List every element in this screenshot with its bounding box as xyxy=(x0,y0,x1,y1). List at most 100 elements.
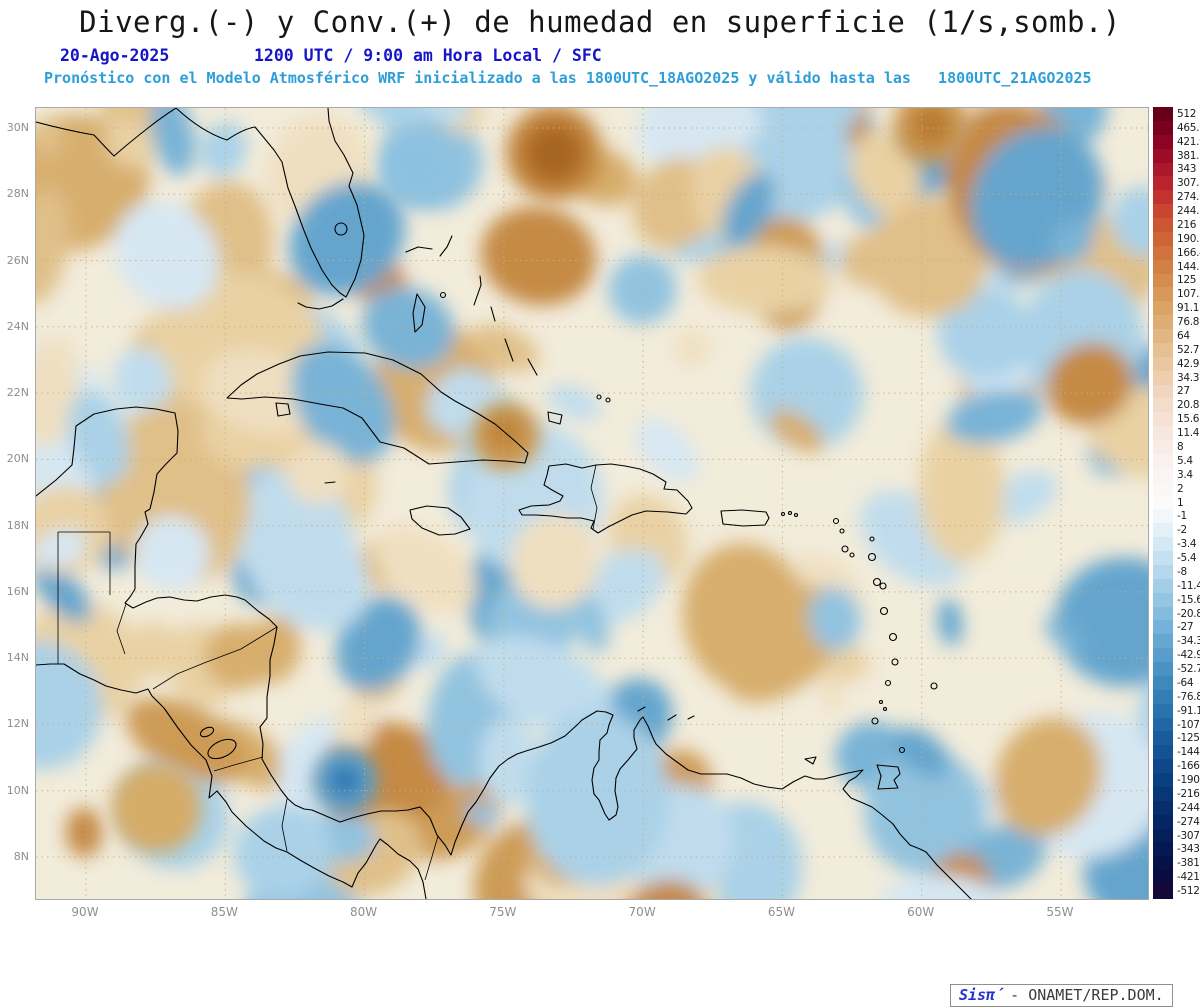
island-guadeloupe-e xyxy=(879,582,887,590)
field-blob xyxy=(289,181,405,296)
field-blob xyxy=(376,524,477,615)
lon-tick-label: 85W xyxy=(210,905,238,919)
field-blob xyxy=(1050,218,1094,265)
divergence-convergence-field xyxy=(36,108,1148,899)
island-guadeloupe-w xyxy=(872,577,882,587)
lon-tick-label: 70W xyxy=(628,905,656,919)
lat-tick-label: 10N xyxy=(6,783,29,797)
colorbar-cell xyxy=(1153,342,1173,358)
colorbar-cell xyxy=(1153,523,1173,538)
colorbar-level-label: -274 xyxy=(1177,815,1200,828)
colorbar-level-label: -2 xyxy=(1177,524,1187,537)
island-turks-1 xyxy=(596,394,602,400)
colorbar-level-label: 125 xyxy=(1177,274,1197,287)
field-blob xyxy=(36,560,91,623)
island-virgin-3 xyxy=(793,512,799,518)
colorbar-cell xyxy=(1153,759,1173,774)
colorbar-cell xyxy=(1153,273,1173,288)
colorbar-cell xyxy=(1153,287,1173,302)
colorbar-level-label: -5.4 xyxy=(1177,552,1197,564)
border-honduras-nicaragua xyxy=(152,626,278,690)
field-blob xyxy=(937,286,1033,381)
colorbar-cell xyxy=(1153,162,1173,177)
colorbar-cell xyxy=(1153,370,1173,386)
colorbar-level-label: -15.6 xyxy=(1177,593,1200,606)
coastline-florida xyxy=(175,108,365,298)
colorbar-cell xyxy=(1153,176,1173,191)
colorbar-labels: 512465.5421.9381.1343307.5274.6244.12161… xyxy=(1177,107,1200,898)
field-blob xyxy=(150,108,195,176)
field-blob xyxy=(112,347,172,415)
island-abaco xyxy=(439,235,453,257)
colorbar-cell xyxy=(1153,662,1173,677)
colorbar-level-label: -34.3 xyxy=(1177,635,1200,648)
colorbar-level-label: -64 xyxy=(1177,676,1194,689)
colorbar-level-label: -42.9 xyxy=(1177,649,1200,662)
colorbar-level-label: 465.5 xyxy=(1177,121,1200,134)
model-info-line: Pronóstico con el Modelo Atmosférico WRF… xyxy=(44,69,1092,87)
colorbar-level-label: -76.8 xyxy=(1177,690,1200,703)
colorbar-level-label: -244 xyxy=(1177,801,1200,814)
colorbar-cell xyxy=(1153,481,1173,497)
colorbar-cell xyxy=(1153,703,1173,719)
island-jamaica xyxy=(409,505,471,536)
field-blob xyxy=(1044,618,1084,655)
field-extreme xyxy=(911,108,951,146)
colorbar-level-label: 343 xyxy=(1177,163,1197,176)
colorbar-level-label: 20.8 xyxy=(1177,399,1200,412)
colorbar-level-label: -307 xyxy=(1177,829,1200,842)
field-blob xyxy=(868,197,989,318)
field-blob xyxy=(36,187,70,305)
colorbar-cell xyxy=(1153,800,1173,816)
colorbar-cell xyxy=(1153,689,1173,705)
field-blob xyxy=(768,409,824,453)
border-nicaragua-costarica xyxy=(213,756,264,772)
colorbar-level-label: 307.5 xyxy=(1177,177,1200,190)
colorbar-level-label: -52.7 xyxy=(1177,663,1200,676)
lon-tick-label: 80W xyxy=(349,905,378,919)
coastline-caribbean-mainland xyxy=(36,406,972,899)
field-blob xyxy=(946,389,1043,444)
colorbar-level-label: -144 xyxy=(1177,746,1200,759)
colorbar-cell xyxy=(1153,731,1173,746)
field-blob xyxy=(135,515,210,591)
colorbar-level-label: 1 xyxy=(1177,496,1184,509)
island-margarita xyxy=(804,756,817,765)
island-crooked xyxy=(527,358,538,376)
colorbar-level-label: 421.9 xyxy=(1177,135,1200,148)
colorbar-cell xyxy=(1153,218,1173,233)
field-blob xyxy=(419,108,471,124)
field-blob xyxy=(937,598,963,646)
lat-tick-label: 30N xyxy=(6,121,29,134)
island-bonaire xyxy=(687,715,695,720)
field-blob xyxy=(1046,342,1134,425)
lat-tick-label: 18N xyxy=(6,518,29,532)
island-st-vincent xyxy=(884,679,892,687)
islands-cayman xyxy=(324,481,336,484)
colorbar-level-label: 3.4 xyxy=(1177,468,1193,481)
colorbar-cell xyxy=(1153,245,1173,261)
field-blob xyxy=(242,616,301,684)
lon-tick-label: 90W xyxy=(71,905,99,919)
colorbar-level-label: -190 xyxy=(1177,774,1200,787)
lat-tick-label: 16N xyxy=(6,584,29,598)
colorbar-cell xyxy=(1153,648,1173,663)
colorbar-cell xyxy=(1153,120,1173,136)
colorbar-level-label: -20.8 xyxy=(1177,607,1200,620)
islands-lesser-antilles xyxy=(832,517,938,754)
lake-managua xyxy=(199,726,215,738)
field-extreme xyxy=(111,763,201,853)
coastlines xyxy=(36,108,972,899)
colorbar-level-label: 512 xyxy=(1177,107,1197,120)
field-blob xyxy=(362,287,455,369)
page-title: Diverg.(-) y Conv.(+) de humedad en supe… xyxy=(79,5,1121,39)
field-blob xyxy=(754,108,862,144)
colorbar-level-label: 11.4 xyxy=(1177,427,1200,440)
field-blob xyxy=(114,201,220,309)
lon-tick-label: 55W xyxy=(1046,905,1074,919)
colorbar-cell xyxy=(1153,148,1173,164)
coastline-cuba xyxy=(226,351,529,465)
lake-okeechobee xyxy=(334,222,348,236)
field-blob xyxy=(722,172,775,246)
island-turks-2 xyxy=(605,397,611,403)
